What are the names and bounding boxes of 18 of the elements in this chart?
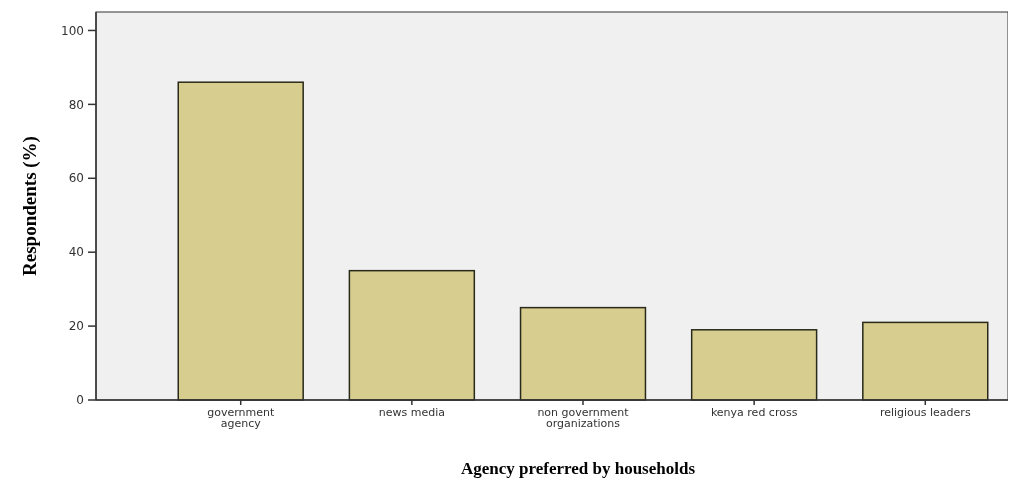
y-tick-label: 20: [68, 319, 84, 334]
bar: [177, 81, 304, 401]
y-tick-label: 40: [68, 245, 84, 260]
y-tick-label: 100: [61, 23, 84, 38]
bar: [519, 306, 647, 401]
x-tick-label: government agency: [207, 406, 275, 430]
y-tick-label: 0: [76, 393, 84, 408]
x-axis-title: Agency preferred by households: [460, 459, 696, 478]
x-tick-label: non government organizations: [537, 406, 630, 430]
y-tick-label: 80: [68, 97, 84, 112]
x-tick-label: religious leaders: [879, 406, 971, 419]
y-axis-title: Respondents (%): [19, 136, 41, 276]
bar: [690, 329, 818, 401]
bar: [862, 321, 989, 401]
y-tick-label: 60: [68, 171, 84, 186]
x-tick-label: news media: [378, 406, 445, 419]
bar: [348, 269, 476, 401]
x-tick-label: kenya red cross: [710, 406, 798, 419]
